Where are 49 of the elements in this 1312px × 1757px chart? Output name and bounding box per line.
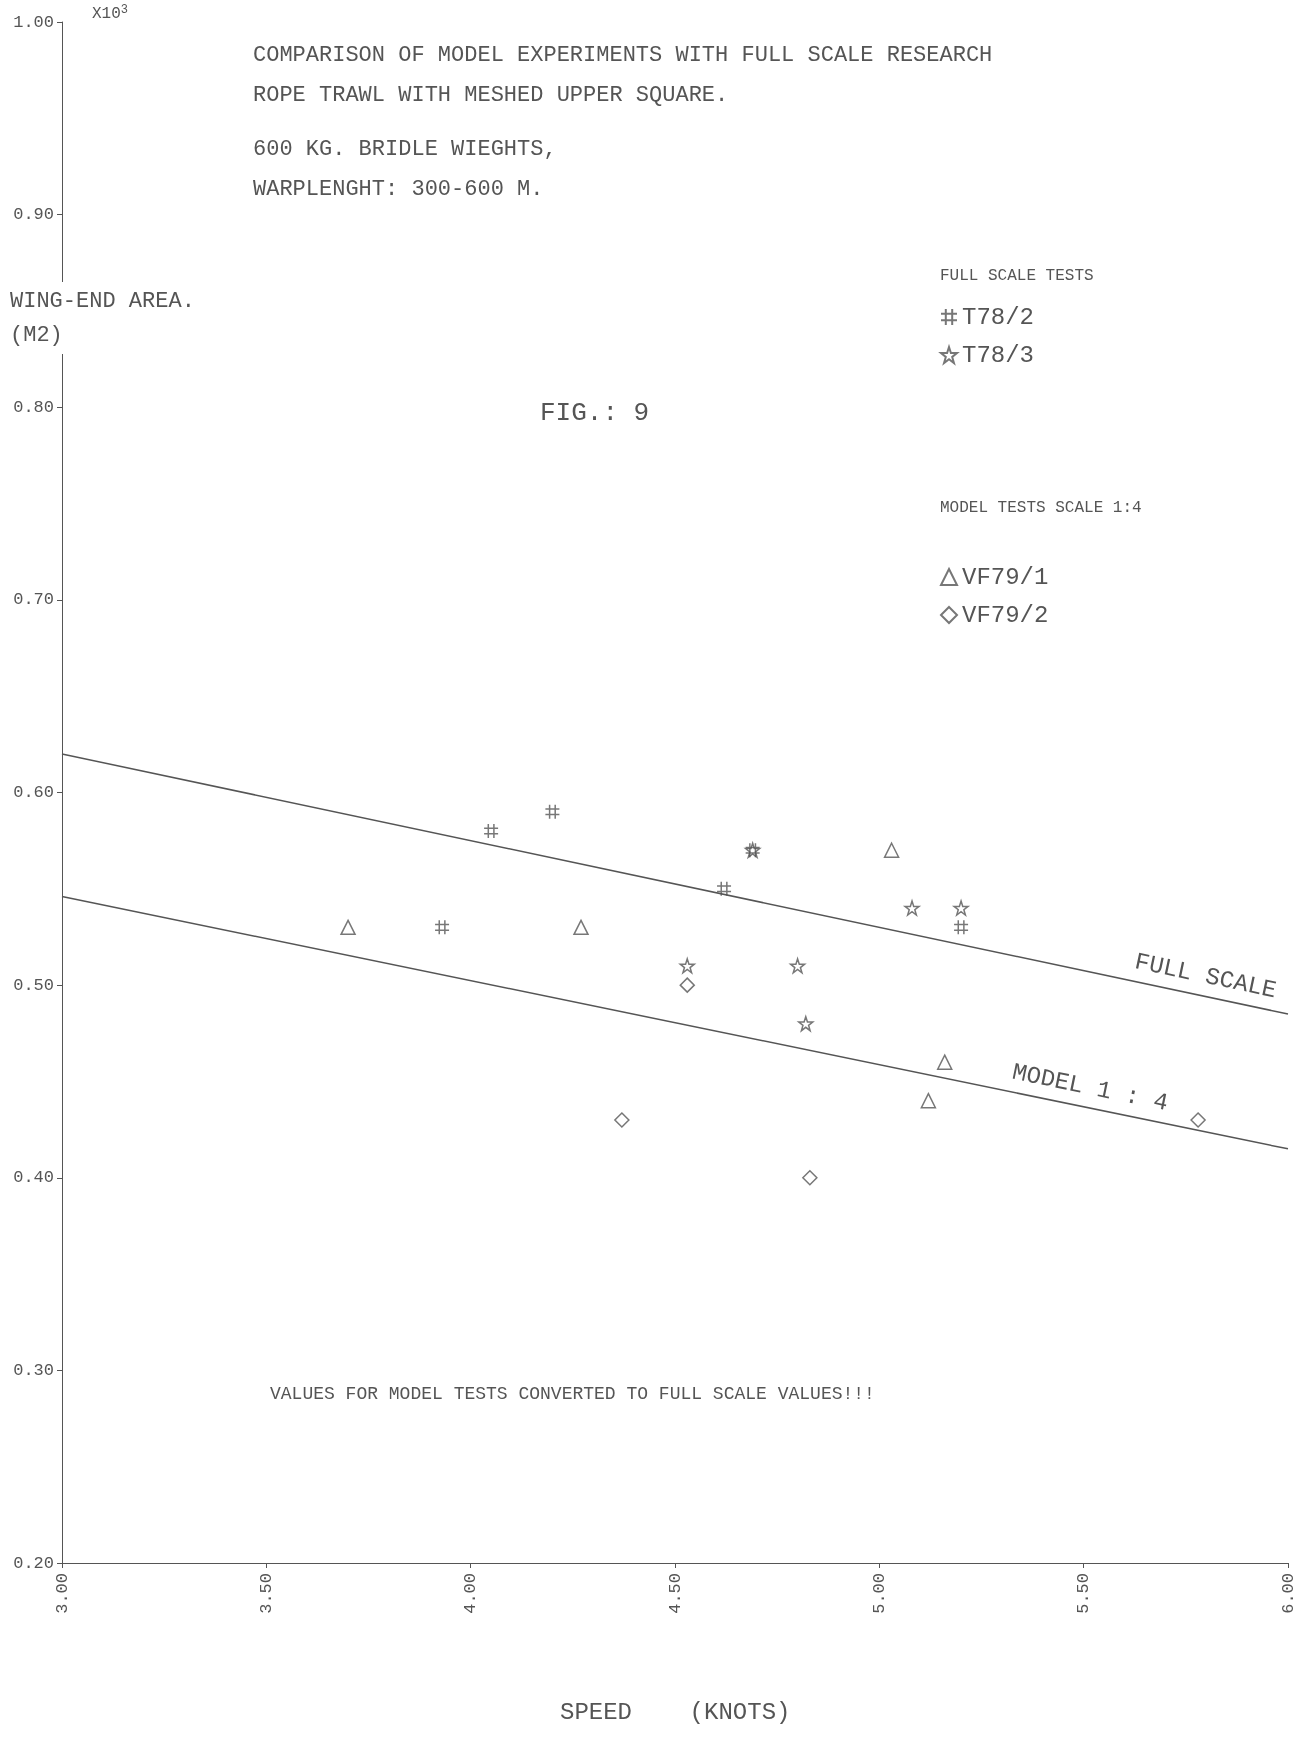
x-tick-label: 5.00 [869, 1573, 889, 1614]
annotation: FULL SCALE TESTS [940, 267, 1094, 285]
legend-label: T78/3 [962, 341, 1035, 369]
point [920, 1092, 937, 1109]
point [904, 900, 920, 916]
point [1190, 1112, 1206, 1128]
y-tick-label: 0.20 [13, 1553, 54, 1573]
y-tick-label: 0.50 [13, 975, 54, 995]
point [802, 1170, 818, 1186]
text: MODEL 1 : 4 [1009, 1058, 1171, 1118]
y-tick-label: 0.90 [13, 205, 54, 225]
x-tick-label: 4.00 [461, 1573, 481, 1614]
point [953, 919, 969, 936]
y-tick-label: 0.30 [13, 1360, 54, 1380]
point [573, 919, 589, 936]
y-tick-label: 1.00 [13, 12, 54, 32]
x-tick-label: 3.00 [52, 1573, 72, 1614]
point [544, 804, 561, 820]
legend-label: VF79/2 [962, 601, 1049, 629]
y-tick-label: 0.60 [13, 783, 54, 802]
point [340, 919, 356, 936]
x-tick-label: 5.50 [1074, 1573, 1094, 1614]
x-tick-label: 6.00 [1278, 1573, 1298, 1614]
y-tick-label: 0.80 [13, 397, 54, 417]
text: COMPARISON OF MODEL EXPERIMENTS WITH FULL SCALE RESEARCH ROPE TRAWL WITH MESHED UPPER SQUARE. [253, 42, 993, 108]
point [434, 919, 450, 936]
annotation: FIG.: 9 [540, 398, 650, 428]
legend-label: T78/2 [962, 303, 1035, 331]
text: 600 KG. BRIDLE WIEGHTS, WARPLENGHT: 300-600 M. [253, 136, 557, 202]
point [614, 1112, 630, 1128]
point [798, 1015, 814, 1032]
point [679, 958, 696, 974]
y-tick-label: 0.70 [13, 590, 54, 610]
point [789, 958, 806, 974]
annotation: VALUES FOR MODEL TESTS CONVERTED TO FULL SCALE VALUES!!! [270, 1384, 875, 1404]
point [953, 900, 969, 916]
annotation: MODEL TESTS SCALE 1:4 [940, 499, 1142, 517]
point [483, 823, 499, 839]
point [716, 881, 732, 897]
point [883, 842, 900, 859]
point [936, 1054, 953, 1070]
y-tick-label: 0.40 [13, 1168, 54, 1188]
point [679, 977, 696, 993]
x-tick-label: 3.50 [256, 1573, 276, 1614]
x-tick-label: 4.50 [665, 1573, 685, 1614]
text: FULL SCALE [1132, 948, 1279, 1005]
y-axis-title: WING-END AREA. (M2) [10, 288, 195, 348]
legend-label: VF79/1 [962, 563, 1049, 591]
x-axis-title: SPEED (KNOTS) [560, 1698, 791, 1726]
